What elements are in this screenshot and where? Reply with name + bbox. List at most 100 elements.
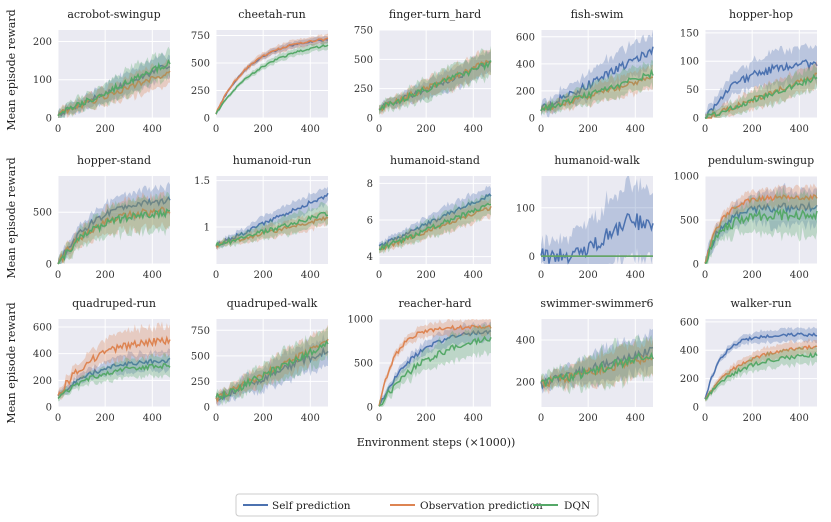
y-tick-label: 400: [680, 346, 699, 357]
subplot-humanoid-walk: 0 200 400 0 100 humanoid-walk: [516, 154, 654, 281]
line-self: [704, 59, 818, 119]
y-tick-label: 4: [367, 252, 373, 263]
x-tick-label: 0: [55, 270, 61, 281]
y-axis-label-row-1: Mean episode reward: [5, 9, 18, 130]
x-tick-label: 400: [790, 270, 809, 281]
x-tick-label: 400: [464, 413, 483, 424]
line-obs: [57, 335, 171, 396]
y-tick-label: 600: [33, 323, 52, 334]
y-tick-label: 0: [693, 260, 699, 271]
line-obs: [704, 344, 818, 400]
band-dqn: [379, 45, 491, 115]
subplot-cheetah-run: 0 200 400 0 250 500 750 cheetah-run: [191, 8, 329, 135]
legend-box: [235, 493, 599, 517]
y-tick-label: 0: [693, 403, 699, 414]
legend-label-obs: Observation prediction: [420, 500, 543, 512]
subplot-humanoid-stand: 0 200 400 4 6 8 humanoid-stand: [367, 154, 492, 281]
x-tick-label: 400: [626, 270, 645, 281]
y-axis-label-row-3: Mean episode reward: [5, 302, 18, 423]
band-dqn: [705, 186, 817, 264]
y-tick-label: 0: [367, 403, 373, 414]
line-self: [215, 346, 329, 402]
subplot-hopper-stand: 0 200 400 0 500 hopper-stand: [33, 154, 171, 281]
subplot-title: finger-turn_hard: [389, 8, 481, 21]
y-tick-label: 500: [191, 351, 210, 362]
x-tick-label: 400: [790, 124, 809, 135]
x-tick-label: 400: [301, 413, 320, 424]
subplot-title: acrobot-swingup: [67, 8, 160, 21]
line-self: [215, 192, 329, 248]
y-tick-label: 100: [680, 57, 699, 68]
x-tick-label: 0: [702, 413, 708, 424]
plot-area: [379, 30, 491, 118]
plot-area: [216, 30, 328, 118]
x-tick-label: 200: [743, 124, 762, 135]
line-dqn: [57, 363, 171, 399]
x-tick-label: 0: [538, 413, 544, 424]
line-self: [540, 212, 654, 265]
subplot-acrobot-swingup: 0 200 400 0 100 200 acrobot-swingup: [33, 8, 171, 135]
y-tick-label: 200: [516, 86, 535, 97]
subplot-title: fish-swim: [571, 8, 624, 21]
band-dqn: [58, 352, 170, 402]
y-tick-label: 6: [367, 216, 373, 227]
line-self: [540, 46, 654, 112]
line-obs: [57, 70, 171, 117]
x-tick-label: 200: [254, 270, 273, 281]
subplot-title: reacher-hard: [399, 297, 472, 310]
y-tick-label: 1000: [674, 172, 699, 183]
y-tick-label: 150: [680, 28, 699, 39]
line-obs: [704, 194, 818, 264]
y-tick-label: 200: [680, 374, 699, 385]
y-tick-label: 0: [529, 114, 535, 125]
x-tick-label: 200: [743, 413, 762, 424]
subplot-quadruped-run: 0 200 400 0 200 400 600 quadruped-run: [33, 297, 171, 424]
y-tick-label: 100: [516, 203, 535, 214]
line-dqn: [705, 73, 818, 119]
subplot-title: hopper-hop: [729, 8, 793, 21]
y-tick-label: 500: [354, 55, 373, 66]
y-tick-label: 400: [516, 335, 535, 346]
y-tick-label: 750: [354, 26, 373, 37]
x-tick-label: 400: [301, 124, 320, 135]
x-tick-label: 200: [96, 270, 115, 281]
x-tick-label: 400: [143, 413, 162, 424]
band-dqn: [216, 40, 328, 116]
line-dqn: [704, 351, 818, 400]
line-dqn: [57, 207, 171, 265]
subplot-swimmer-swimmer6: 0 200 400 200 400 swimmer-swimmer6: [516, 297, 654, 424]
x-tick-label: 0: [538, 270, 544, 281]
x-tick-label: 0: [213, 413, 219, 424]
line-dqn: [215, 339, 329, 401]
line-self: [704, 332, 818, 400]
y-tick-label: 100: [33, 75, 52, 86]
line-obs: [705, 72, 818, 119]
x-tick-label: 0: [55, 413, 61, 424]
band-dqn: [379, 321, 491, 407]
band-obs: [705, 60, 817, 118]
y-tick-label: 600: [680, 317, 699, 328]
x-tick-label: 0: [55, 124, 61, 135]
x-tick-label: 0: [213, 124, 219, 135]
y-tick-label: 400: [516, 59, 535, 70]
subplot-title: pendulum-swingup: [708, 154, 814, 167]
legend: Self prediction Observation prediction D…: [235, 493, 599, 517]
y-tick-label: 500: [33, 208, 52, 219]
x-tick-label: 0: [702, 270, 708, 281]
line-dqn: [57, 58, 171, 117]
x-tick-label: 0: [213, 270, 219, 281]
subplot-quadruped-walk: 0 200 400 0 250 500 750 quadruped-walk: [191, 297, 329, 424]
y-tick-label: 750: [191, 326, 210, 337]
x-tick-label: 400: [301, 270, 320, 281]
y-tick-label: 400: [33, 349, 52, 360]
line-dqn: [378, 202, 492, 251]
line-self: [57, 357, 171, 397]
x-axis-label: Environment steps (×1000)): [357, 436, 516, 449]
y-tick-label: 1: [204, 222, 210, 233]
subplot-pendulum-swingup: 0 200 400 0 500 1000 pendulum-swingup: [674, 154, 818, 281]
y-tick-label: 750: [191, 31, 210, 42]
line-dqn: [540, 351, 654, 387]
x-tick-label: 200: [743, 270, 762, 281]
